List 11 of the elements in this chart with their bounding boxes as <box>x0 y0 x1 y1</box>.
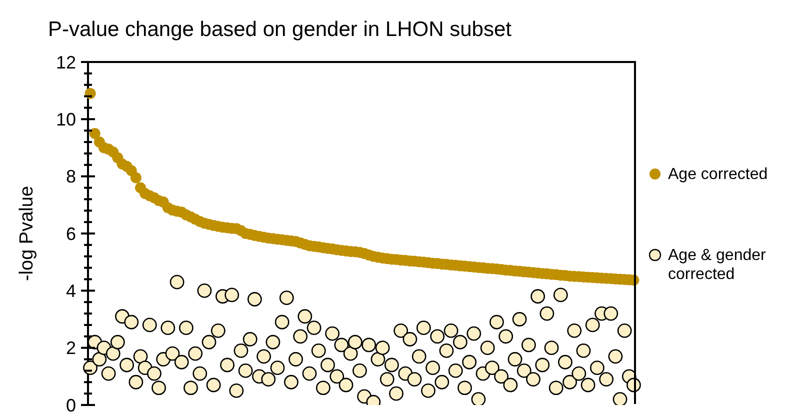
legend-label: Age corrected <box>668 165 769 184</box>
legend-label: Age & gender corrected <box>668 246 767 284</box>
y-axis-title: -log Pvalue <box>16 186 38 282</box>
y-tick-label: 8 <box>66 166 76 187</box>
y-tick-label: 0 <box>66 395 76 412</box>
chart-title: P-value change based on gender in LHON subset <box>48 18 512 42</box>
y-tick-label: 6 <box>66 224 76 244</box>
y-tick-label: 2 <box>66 338 76 358</box>
y-tick-label: 10 <box>56 109 76 130</box>
y-tick-label: 4 <box>66 280 76 301</box>
y-tick-label: 12 <box>56 52 76 72</box>
